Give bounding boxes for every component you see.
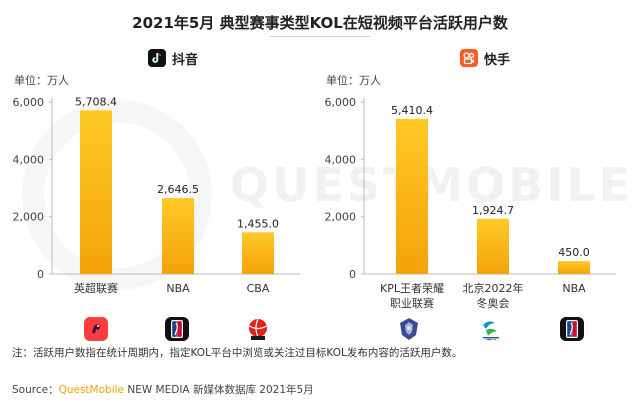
footnote: 注：活跃用户数指在统计周期内，指定KOL平台中浏览或关注过目标KOL发布内容的活… [12,347,463,359]
platform-header-douyin: 抖音 [148,47,198,69]
kpl-logo-icon [397,317,421,341]
x-tick-label: CBA [247,282,270,295]
y-tick-label: 2,000 [325,211,357,224]
douyin-logo-icon [148,49,166,67]
x-tick-label: 英超联赛 [74,281,118,295]
bar [80,110,112,275]
source-line: Source：QuestMobile NEW MEDIA 新媒体数据库 2021… [12,382,314,397]
unit-label: 单位：万人 [14,74,69,87]
unit-label: 单位：万人 [326,74,381,87]
data-label: 1,924.7 [472,204,514,217]
data-label: 1,455.0 [237,217,279,230]
bar [242,232,274,274]
bar [162,198,194,274]
chart-kuaishou: 0 2,000 4,000 6,000 5,410.4 KPL王者荣耀职业联赛 1,924.… [325,96,616,310]
bar-charts: 0 2,000 4,000 6,000 5,708.4 英超联赛 2,646.5 NBA 1,4… [13,95,616,310]
y-tick-label: 4,000 [325,153,357,166]
y-tick-label: 2,000 [13,211,45,224]
data-label: 450.0 [558,246,590,259]
chart-title: 2021年5月 典型赛事类型KOL在短视频平台活跃用户数 [132,14,508,32]
source-brand: QuestMobile [58,384,124,396]
bar [558,261,590,274]
x-tick-label: NBA [562,282,586,295]
x-tick-label: 北京2022年冬奥会 [463,281,524,310]
y-tick-label: 4,000 [13,153,45,166]
x-tick-label: KPL王者荣耀职业联赛 [380,282,444,310]
bar [477,218,509,274]
watermark-text: QUESTMOBILE [230,158,634,212]
platform-header-kuaishou: 快手 [460,47,510,69]
x-tick-label: NBA [166,282,190,295]
nba-logo-icon [560,317,584,341]
y-tick-label: 0 [37,268,44,281]
platform-name: 抖音 [172,52,199,68]
source-prefix: Source： [12,384,59,396]
nba-logo-icon [165,317,189,341]
data-label: 2,646.5 [157,183,199,196]
platform-name: 快手 [484,52,511,68]
y-tick-label: 6,000 [13,96,45,109]
kuaishou-logo-icon [460,49,478,67]
premier-league-icon [84,317,108,341]
data-label: 5,708.4 [75,95,117,108]
data-label: 5,410.4 [391,104,433,117]
bar [396,118,428,275]
y-tick-label: 6,000 [325,96,357,109]
title-divider [270,36,370,37]
source-rest: NEW MEDIA 新媒体数据库 2021年5月 [124,384,314,396]
beijing-2022-emblem-icon [479,317,503,341]
chart-douyin: 0 2,000 4,000 6,000 5,708.4 英超联赛 2,646.5 NBA 1,4… [13,95,300,295]
cba-logo-icon [246,317,270,341]
y-tick-label: 0 [349,268,356,281]
